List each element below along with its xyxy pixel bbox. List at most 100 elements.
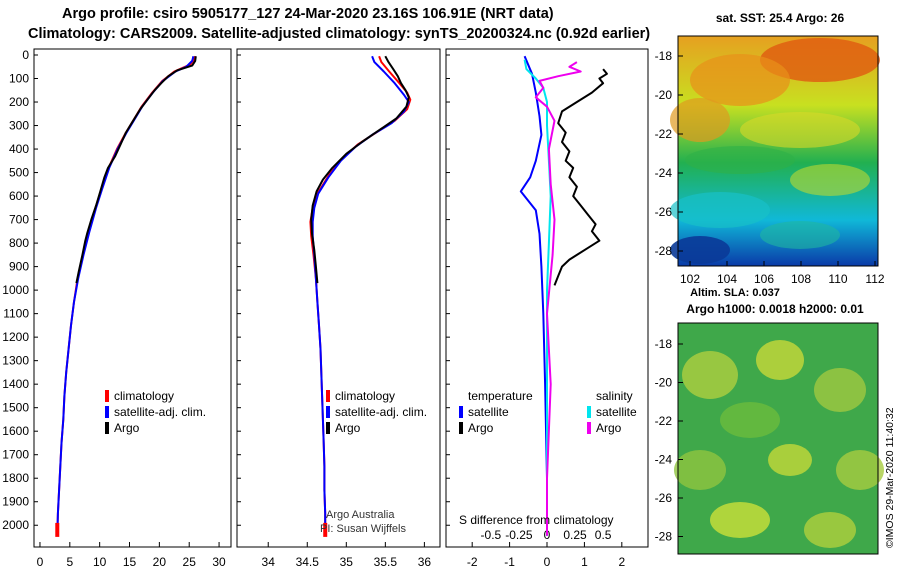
legend-argo: Argo: [114, 421, 140, 435]
legend-temp-argo: Argo: [468, 421, 494, 435]
salinity-difference-tick-label: -0.5: [481, 528, 502, 542]
legend-climatology: climatology: [114, 389, 174, 403]
difference-series-salinity-satellite: [523, 59, 552, 536]
salinity-x-tick-label: 35: [340, 555, 354, 569]
sla-map-title-1: Altim. SLA: 0.037: [690, 287, 780, 299]
sla-lat-label: -24: [655, 453, 673, 467]
salinity-panel: [236, 48, 441, 548]
temperature-bottom-marker: [55, 522, 60, 537]
salinity-x-tick-label: 35.5: [374, 555, 398, 569]
temperature-x-tick-label: 20: [153, 555, 167, 569]
temperature-x-tick-label: 0: [37, 555, 44, 569]
depth-tick-label: 300: [9, 119, 29, 133]
sst-lon-label: 102: [680, 272, 700, 286]
depth-tick-label: 1400: [2, 377, 29, 391]
depth-tick-label: 1200: [2, 330, 29, 344]
difference-x-tick-label: 0: [544, 555, 551, 569]
legend-sal-satellite: satellite: [596, 405, 637, 419]
title-line-1: Argo profile: csiro 5905177_127 24-Mar-2…: [62, 6, 554, 22]
depth-tick-label: 100: [9, 72, 29, 86]
temperature-series-satellite-adj-clim-: [56, 55, 195, 536]
salinity-bottom-marker: [323, 522, 328, 537]
legend-temperature-heading: temperature: [468, 389, 533, 403]
sst-lat-label: -24: [655, 166, 673, 180]
title-line-2: Climatology: CARS2009. Satellite-adjuste…: [28, 26, 651, 42]
sst-lon-label: 112: [865, 272, 884, 286]
depth-tick-label: 1600: [2, 424, 29, 438]
depth-tick-label: 1800: [2, 471, 29, 485]
legend-satellite-clim: satellite-adj. clim.: [114, 405, 206, 419]
legend-sal-argo: Argo: [596, 421, 622, 435]
difference-series-temperature-satellite: [519, 55, 548, 536]
annotation-pi: PI: Susan Wijffels: [320, 523, 406, 535]
sst-lon-label: 110: [828, 272, 847, 286]
sst-lat-label: -22: [655, 127, 673, 141]
sst-lon-label: 106: [754, 272, 774, 286]
temperature-panel: [33, 48, 232, 548]
sst-lat-label: -26: [655, 205, 673, 219]
depth-tick-label: 2000: [2, 518, 29, 532]
difference-x-tick-label: -1: [504, 555, 515, 569]
difference-x-tick-label: -2: [467, 555, 478, 569]
sla-lat-label: -28: [655, 530, 673, 544]
salinity-series-satellite-adj-clim-: [311, 55, 410, 536]
depth-tick-label: 900: [9, 260, 29, 274]
sst-lat-label: -18: [655, 49, 673, 63]
depth-tick-label: 1900: [2, 495, 29, 509]
sla-map: [674, 322, 884, 555]
sla-map-title-2: Argo h1000: 0.0018 h2000: 0.01: [686, 302, 864, 316]
sla-lat-label: -18: [655, 337, 673, 351]
difference-series-temperature-argo: [553, 68, 608, 286]
sst-lat-label: -20: [655, 88, 673, 102]
salinity-difference-tick-label: 0.25: [563, 528, 587, 542]
depth-tick-label: 1700: [2, 448, 29, 462]
legend-climatology-s: climatology: [335, 389, 395, 403]
annotation-argo-australia: Argo Australia: [326, 509, 395, 521]
temperature-series-argo: [75, 56, 197, 284]
sst-lat-label: -28: [655, 244, 673, 258]
temperature-series-climatology: [56, 55, 197, 536]
sst-lon-label: 108: [791, 272, 811, 286]
depth-tick-label: 400: [9, 142, 29, 156]
salinity-legend: climatology satellite-adj. clim. Argo Ar…: [320, 389, 427, 535]
depth-tick-label: 500: [9, 166, 29, 180]
sla-lat-label: -20: [655, 376, 673, 390]
difference-xlabel: S difference from climatology: [459, 513, 614, 527]
salinity-x-tick-label: 34: [262, 555, 276, 569]
depth-tick-label: 0: [22, 48, 29, 62]
salinity-x-tick-label: 36: [418, 555, 432, 569]
temperature-x-tick-label: 25: [183, 555, 197, 569]
salinity-difference-tick-label: 0.5: [595, 528, 612, 542]
temperature-x-tick-label: 10: [93, 555, 107, 569]
depth-tick-label: 200: [9, 95, 29, 109]
depth-tick-label: 600: [9, 189, 29, 203]
depth-tick-label: 1500: [2, 401, 29, 415]
salinity-series-climatology: [309, 55, 412, 536]
sst-lon-label: 104: [717, 272, 737, 286]
legend-temp-satellite: satellite: [468, 405, 509, 419]
temperature-x-tick-label: 5: [66, 555, 73, 569]
sla-lat-label: -22: [655, 414, 673, 428]
sst-map-title: sat. SST: 25.4 Argo: 26: [716, 11, 845, 25]
salinity-series-argo: [310, 55, 410, 284]
depth-tick-label: 1000: [2, 283, 29, 297]
depth-tick-label: 800: [9, 236, 29, 250]
depth-tick-label: 1300: [2, 354, 29, 368]
legend-argo-s: Argo: [335, 421, 361, 435]
temperature-legend: climatology satellite-adj. clim. Argo: [105, 389, 206, 435]
depth-tick-label: 1100: [3, 307, 29, 321]
legend-salinity-heading: salinity: [596, 389, 633, 403]
depth-tick-label: 700: [9, 213, 29, 227]
temperature-x-tick-label: 15: [123, 555, 137, 569]
salinity-x-tick-label: 34.5: [296, 555, 320, 569]
sst-map: [670, 35, 880, 267]
difference-series-salinity-argo: [534, 61, 582, 536]
salinity-difference-tick-label: -0.25: [505, 528, 533, 542]
temperature-x-tick-label: 30: [212, 555, 226, 569]
sla-lat-label: -26: [655, 491, 673, 505]
legend-satellite-clim-s: satellite-adj. clim.: [335, 405, 427, 419]
difference-x-tick-label: 2: [618, 555, 625, 569]
difference-x-tick-label: 1: [581, 555, 588, 569]
difference-legend: temperature salinity satellite Argo sate…: [459, 389, 637, 527]
